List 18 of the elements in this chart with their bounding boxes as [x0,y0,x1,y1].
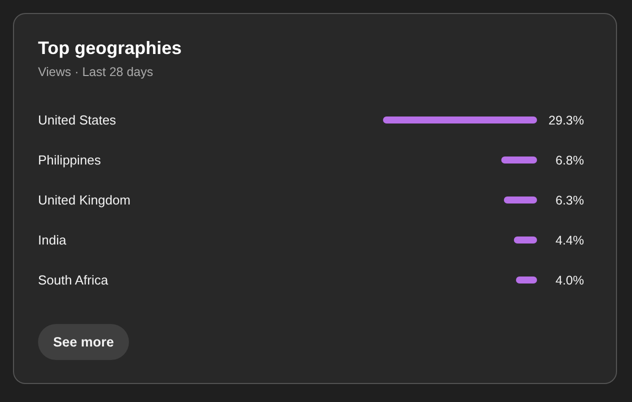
y-tick-label: South Africa [38,272,109,288]
bar [516,276,537,284]
y-tick-label: India [38,232,67,248]
data-label: 4.0% [556,273,584,288]
y-tick-label: United States [38,112,117,128]
bar [383,116,537,124]
data-label: 6.8% [556,153,584,168]
text: Views · Last 28 days [38,65,154,79]
bar [504,196,537,204]
text: Top geographies [38,38,182,58]
data-label: 6.3% [556,193,584,208]
data-label: 4.4% [556,233,584,248]
y-tick-label: United Kingdom [38,192,130,208]
y-tick-label: Philippines [38,152,102,168]
bar [514,236,537,244]
data-label: 29.3% [548,113,584,128]
bar [501,156,537,164]
see-more-button: See more [38,324,129,360]
